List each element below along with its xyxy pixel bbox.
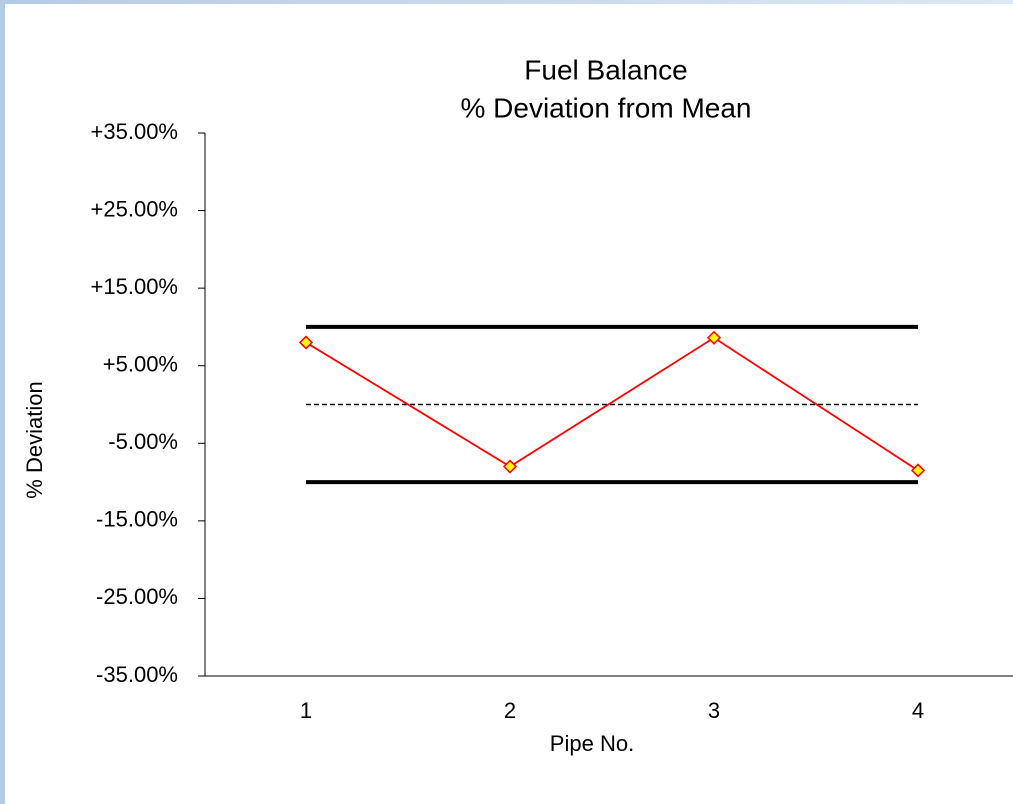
x-axis-title: Pipe No. [550,731,634,756]
data-point [910,463,926,478]
y-tick-label: -15.00% [96,507,178,532]
y-tick-label: -25.00% [96,584,178,609]
y-axis-title: % Deviation [22,381,47,498]
chart-title: Fuel Balance [524,54,687,85]
y-tick-label: +5.00% [103,352,178,377]
window-edge [0,0,1013,4]
x-tick-label: 3 [708,698,720,723]
data-point [298,335,314,350]
chart-subtitle: % Deviation from Mean [460,92,751,123]
x-tick-label: 1 [300,698,312,723]
y-tick-label: -5.00% [108,429,178,454]
data-line [305,336,919,472]
data-point [706,330,722,345]
x-tick-label: 2 [504,698,516,723]
window-edge [0,0,5,804]
x-tick-label: 4 [912,698,924,723]
data-point [502,459,518,474]
y-tick-label: +35.00% [91,119,178,144]
y-tick-label: -35.00% [96,662,178,687]
y-tick-label: +25.00% [91,196,178,221]
y-tick-label: +15.00% [91,274,178,299]
